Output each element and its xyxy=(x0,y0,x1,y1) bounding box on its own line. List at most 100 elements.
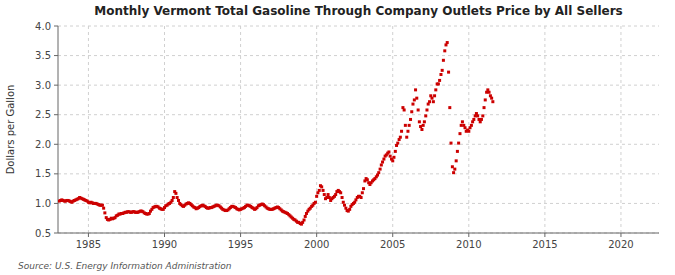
point xyxy=(408,124,411,127)
point xyxy=(101,204,104,207)
point xyxy=(360,196,363,199)
tick-mark xyxy=(240,233,241,237)
point xyxy=(423,120,426,123)
point xyxy=(328,196,331,199)
tick-label: 3.5 xyxy=(35,50,51,61)
point xyxy=(405,136,408,139)
point xyxy=(430,97,433,100)
tick-label: 1985 xyxy=(76,239,101,250)
tick-mark xyxy=(54,233,58,234)
point xyxy=(320,185,323,188)
point xyxy=(424,114,427,117)
grid-line xyxy=(58,114,659,115)
point xyxy=(382,158,385,161)
tick-label: 2.5 xyxy=(35,109,51,120)
tick-label: 1.5 xyxy=(35,168,51,179)
point xyxy=(455,159,458,162)
tick-label: 3.0 xyxy=(35,80,51,91)
point xyxy=(362,187,365,190)
point xyxy=(484,98,487,101)
grid-line xyxy=(58,173,659,174)
point xyxy=(461,120,464,123)
point xyxy=(453,168,456,171)
tick-mark xyxy=(54,55,58,56)
point xyxy=(443,49,446,52)
point xyxy=(476,114,479,117)
point xyxy=(348,208,351,211)
point xyxy=(483,106,486,109)
point xyxy=(425,108,428,111)
point xyxy=(448,106,451,109)
point xyxy=(439,73,442,76)
point xyxy=(381,161,384,164)
grid-line xyxy=(58,144,659,145)
point xyxy=(428,100,431,103)
tick-mark xyxy=(468,233,469,237)
point xyxy=(176,196,179,199)
point xyxy=(488,91,491,94)
point xyxy=(458,132,461,135)
point xyxy=(411,103,414,106)
chart: Monthly Vermont Total Gasoline Through C… xyxy=(0,0,675,275)
point xyxy=(491,100,494,103)
point xyxy=(314,201,317,204)
point xyxy=(318,189,321,192)
tick-label: 1995 xyxy=(228,239,253,250)
tick-mark xyxy=(164,233,165,237)
tick-label: 0.5 xyxy=(35,228,51,239)
tick-mark xyxy=(54,114,58,115)
grid-line xyxy=(58,233,659,234)
point xyxy=(343,204,346,207)
point xyxy=(400,130,403,133)
point xyxy=(490,97,493,100)
point xyxy=(379,168,382,171)
point xyxy=(456,150,459,153)
point xyxy=(303,218,306,221)
point xyxy=(472,118,475,121)
point xyxy=(389,155,392,158)
tick-label: 1990 xyxy=(152,239,177,250)
point xyxy=(377,171,380,174)
tick-mark xyxy=(392,233,393,237)
point xyxy=(409,118,412,121)
point xyxy=(415,97,418,100)
grid-line xyxy=(240,26,241,233)
grid-line xyxy=(58,203,659,204)
grid xyxy=(58,26,659,233)
point xyxy=(410,110,413,113)
grid-line xyxy=(544,26,545,233)
point xyxy=(452,171,455,174)
point xyxy=(323,193,326,196)
tick-mark xyxy=(544,233,545,237)
point xyxy=(342,201,345,204)
tick-label: 2020 xyxy=(608,239,633,250)
point xyxy=(380,163,383,166)
tick-mark xyxy=(54,173,58,174)
point xyxy=(391,159,394,162)
point xyxy=(315,195,318,198)
point xyxy=(464,126,467,129)
point xyxy=(171,199,174,202)
point xyxy=(432,100,435,103)
tick-mark xyxy=(54,26,58,27)
tick-mark xyxy=(54,85,58,86)
point xyxy=(403,108,406,111)
point xyxy=(341,196,344,199)
grid-line xyxy=(164,26,165,233)
point xyxy=(339,191,342,194)
point xyxy=(438,79,441,82)
point xyxy=(103,211,106,214)
tick-label: 2.0 xyxy=(35,139,51,150)
point xyxy=(177,199,180,202)
point xyxy=(418,120,421,123)
point xyxy=(102,207,105,210)
point xyxy=(447,71,450,74)
tick-mark xyxy=(620,233,621,237)
point xyxy=(441,69,444,72)
axis-label: Dollars per Gallon xyxy=(5,85,16,175)
tick-label: 2000 xyxy=(304,239,329,250)
point xyxy=(437,82,440,85)
tick-mark xyxy=(54,144,58,145)
grid-line xyxy=(58,55,659,56)
point xyxy=(174,192,177,195)
